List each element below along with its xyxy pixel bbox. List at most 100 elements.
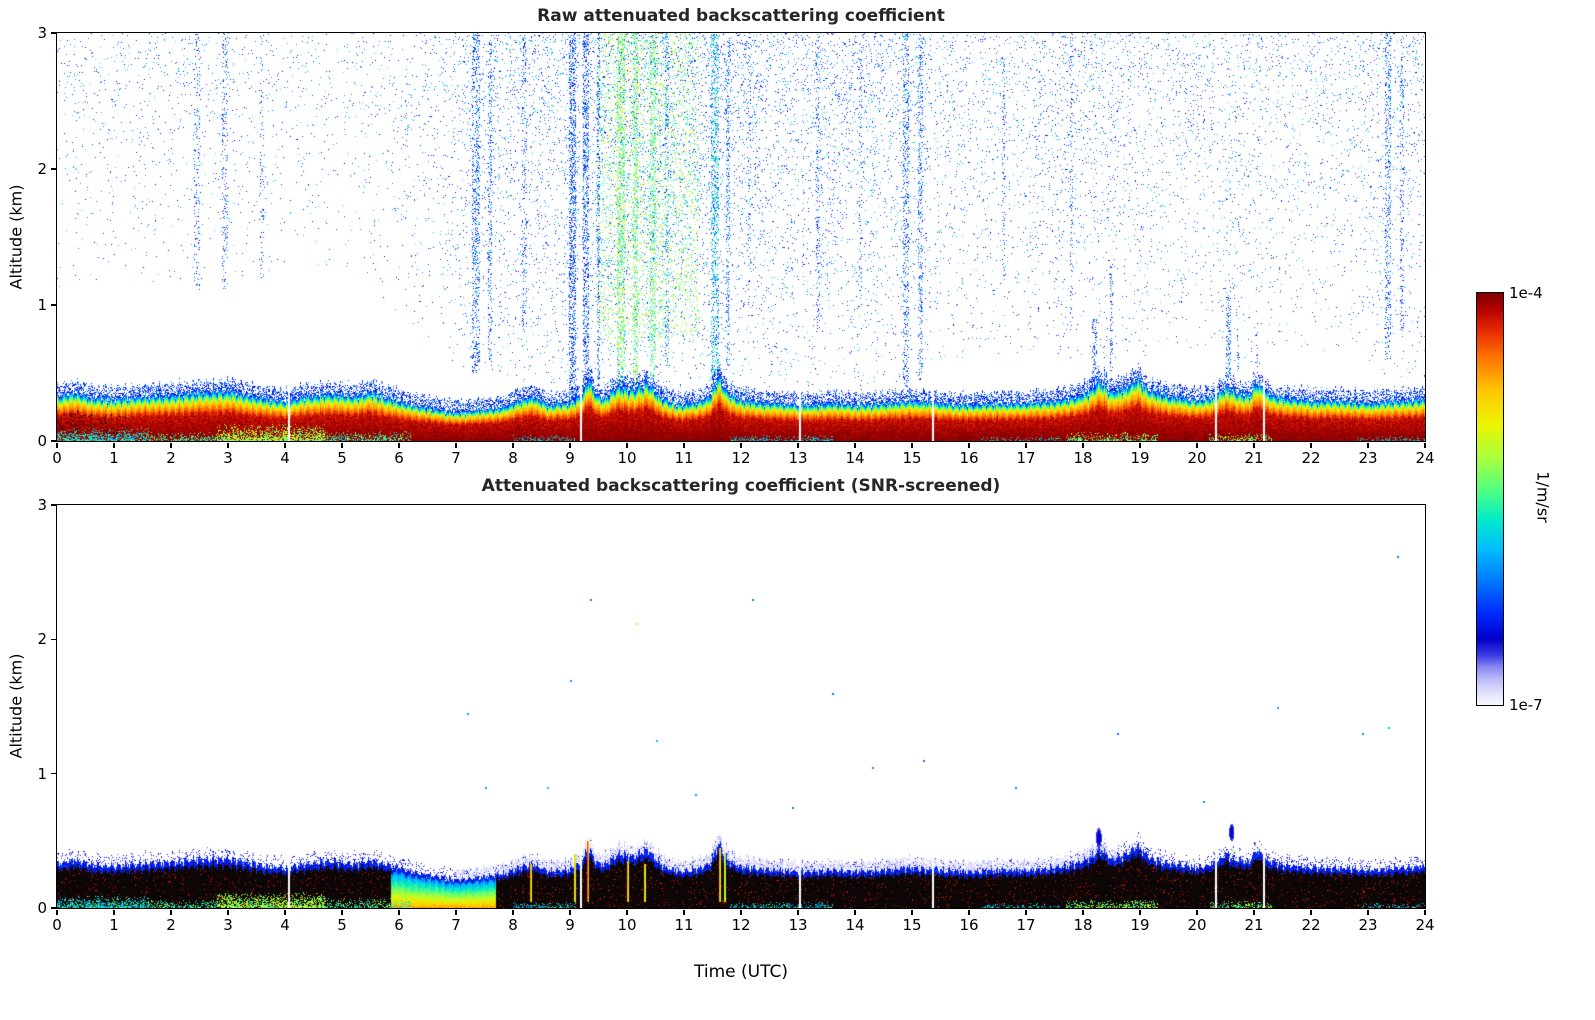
x-tick-label: 18 [1073, 449, 1093, 467]
x-tick-label: 16 [959, 916, 979, 934]
x-tick-label: 20 [1187, 449, 1207, 467]
x-tick-mark [1424, 909, 1426, 915]
x-tick-label: 9 [565, 916, 575, 934]
x-tick-mark [740, 442, 742, 448]
x-tick-label: 7 [451, 449, 461, 467]
x-tick-mark [968, 909, 970, 915]
x-tick-mark [797, 909, 799, 915]
x-tick-label: 10 [617, 916, 637, 934]
y-tick-label: 1 [37, 296, 47, 314]
x-tick-label: 19 [1130, 916, 1150, 934]
x-tick-mark [170, 909, 172, 915]
x-tick-mark [911, 442, 913, 448]
screened-panel-title: Attenuated backscattering coefficient (S… [481, 476, 1001, 496]
x-tick-mark [56, 909, 58, 915]
x-tick-label: 0 [52, 916, 62, 934]
colorbar-units-label: 1/m/sr [1533, 471, 1553, 523]
x-tick-mark [113, 442, 115, 448]
x-tick-label: 11 [674, 449, 694, 467]
y-tick-label: 2 [37, 160, 47, 178]
x-tick-mark [170, 442, 172, 448]
x-tick-mark [455, 442, 457, 448]
y-tick-label: 1 [37, 764, 47, 783]
colorbar-max-label: 1e-4 [1509, 284, 1543, 302]
x-tick-label: 8 [508, 916, 518, 934]
x-tick-label: 14 [845, 916, 865, 934]
x-tick-label: 3 [223, 449, 233, 467]
x-tick-mark [797, 442, 799, 448]
x-tick-label: 13 [788, 916, 808, 934]
x-tick-label: 21 [1244, 916, 1264, 934]
x-tick-mark [1025, 909, 1027, 915]
x-tick-mark [1196, 442, 1198, 448]
x-tick-mark [341, 909, 343, 915]
x-tick-label: 13 [788, 449, 808, 467]
y-tick-label: 2 [37, 630, 47, 649]
x-tick-label: 2 [166, 916, 176, 934]
x-tick-label: 6 [394, 449, 404, 467]
raw-y-axis-label: Altitude (km) [6, 184, 26, 290]
x-tick-mark [455, 909, 457, 915]
x-tick-mark [512, 909, 514, 915]
x-axis-label: Time (UTC) [694, 962, 788, 982]
x-tick-label: 23 [1358, 916, 1378, 934]
colorbar-gradient [1476, 292, 1503, 705]
x-tick-label: 16 [959, 449, 979, 467]
x-tick-label: 14 [845, 449, 865, 467]
x-tick-label: 1 [109, 916, 119, 934]
y-tick-label: 3 [37, 496, 47, 514]
y-tick-mark [50, 304, 56, 306]
y-tick-label: 0 [37, 432, 47, 450]
x-tick-mark [398, 442, 400, 448]
x-tick-mark [341, 442, 343, 448]
y-tick-label: 3 [37, 24, 47, 42]
x-tick-label: 4 [280, 916, 290, 934]
x-tick-label: 5 [337, 449, 347, 467]
x-tick-mark [854, 442, 856, 448]
x-tick-mark [740, 909, 742, 915]
x-tick-label: 20 [1187, 916, 1207, 934]
x-tick-label: 19 [1130, 449, 1150, 467]
y-tick-mark [50, 504, 56, 506]
x-tick-label: 24 [1415, 449, 1435, 467]
raw-plot-frame [55, 31, 1426, 442]
screened-backscatter-heatmap [56, 504, 1425, 908]
raw-backscatter-heatmap [56, 32, 1425, 441]
x-tick-mark [512, 442, 514, 448]
x-tick-label: 24 [1415, 916, 1435, 934]
x-tick-label: 15 [902, 916, 922, 934]
x-tick-mark [1025, 442, 1027, 448]
y-tick-mark [50, 907, 56, 909]
x-tick-mark [1253, 909, 1255, 915]
x-tick-label: 3 [223, 916, 233, 934]
y-tick-label: 0 [37, 899, 47, 917]
screened-plot-frame [55, 503, 1426, 909]
x-tick-mark [1253, 442, 1255, 448]
x-tick-label: 18 [1073, 916, 1093, 934]
x-tick-label: 2 [166, 449, 176, 467]
x-tick-mark [56, 442, 58, 448]
x-tick-label: 0 [52, 449, 62, 467]
x-tick-label: 11 [674, 916, 694, 934]
raw-panel-title: Raw attenuated backscattering coefficien… [537, 6, 945, 26]
x-tick-mark [569, 442, 571, 448]
x-tick-mark [1082, 442, 1084, 448]
y-tick-mark [50, 32, 56, 34]
x-tick-label: 22 [1301, 449, 1321, 467]
x-tick-mark [1139, 442, 1141, 448]
x-tick-mark [911, 909, 913, 915]
x-tick-mark [569, 909, 571, 915]
x-tick-mark [968, 442, 970, 448]
x-tick-mark [1367, 442, 1369, 448]
x-tick-mark [1367, 909, 1369, 915]
x-tick-mark [1196, 909, 1198, 915]
x-tick-mark [227, 442, 229, 448]
x-tick-label: 7 [451, 916, 461, 934]
x-tick-mark [1082, 909, 1084, 915]
y-tick-mark [50, 638, 56, 640]
x-tick-label: 23 [1358, 449, 1378, 467]
x-tick-mark [1424, 442, 1426, 448]
x-tick-label: 21 [1244, 449, 1264, 467]
x-tick-mark [284, 909, 286, 915]
